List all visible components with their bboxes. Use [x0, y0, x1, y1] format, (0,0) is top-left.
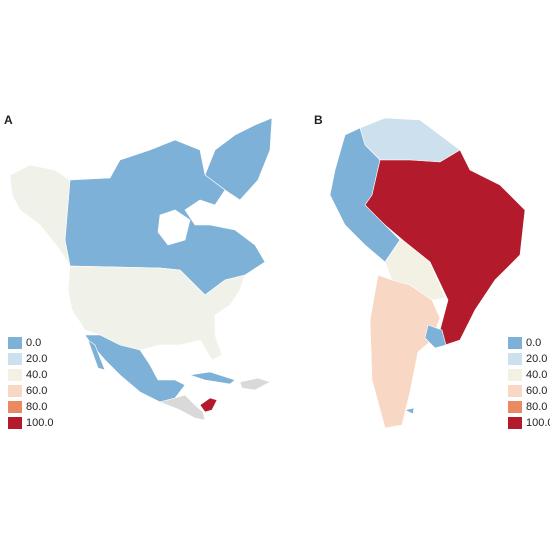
legend-label: 40.0: [526, 369, 547, 381]
legend-label: 80.0: [26, 401, 47, 413]
legend-label: 0.0: [526, 337, 541, 349]
hudson-bay: [157, 209, 191, 246]
legend-swatch: [8, 417, 22, 429]
legend-label: 80.0: [526, 401, 547, 413]
greenland: [204, 117, 273, 201]
legend-swatch: [508, 385, 522, 397]
legend-swatch: [8, 385, 22, 397]
legend-swatch: [8, 337, 22, 349]
usa: [67, 265, 246, 361]
andean-west: [329, 127, 401, 263]
legend-label: 20.0: [26, 353, 47, 365]
cuba: [189, 371, 236, 385]
legend-label: 20.0: [526, 353, 547, 365]
legend-label: 100.0: [26, 417, 54, 429]
legend-swatch: [508, 417, 522, 429]
chile-argentina: [369, 274, 441, 429]
legend-swatch: [508, 353, 522, 365]
legend-swatch: [508, 337, 522, 349]
legend-label: 60.0: [526, 385, 547, 397]
legend-label: 40.0: [26, 369, 47, 381]
legend-swatch: [508, 369, 522, 381]
map-south-america: [329, 117, 526, 429]
uruguay: [424, 324, 447, 349]
legend-swatch: [8, 353, 22, 365]
legend-swatch: [8, 369, 22, 381]
legend-swatch: [8, 401, 22, 413]
alaska: [9, 164, 71, 267]
panel-label: B: [314, 113, 323, 127]
map-north-america: [9, 117, 273, 421]
falklands: [404, 407, 415, 415]
legend-label: 100.0: [526, 417, 550, 429]
caribbean: [239, 377, 271, 391]
legend-label: 0.0: [26, 337, 41, 349]
legend-label: 60.0: [26, 385, 47, 397]
panel-label: A: [4, 113, 13, 127]
baja: [87, 339, 106, 371]
mexico: [84, 334, 186, 403]
panama: [199, 397, 218, 413]
central-america: [159, 394, 206, 421]
legend-swatch: [508, 401, 522, 413]
